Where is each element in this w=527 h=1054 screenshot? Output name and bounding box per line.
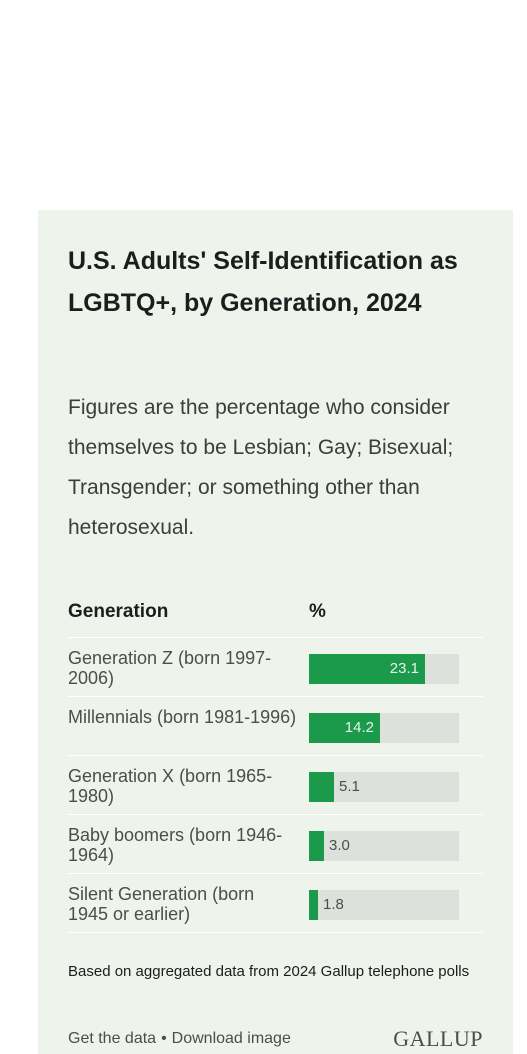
chart-subtitle: Figures are the percentage who consider …	[68, 396, 454, 539]
bar-track: 3.0	[309, 831, 459, 861]
row-label: Silent Generation (born 1945 or earlier)	[68, 884, 255, 924]
column-header-generation: Generation	[68, 601, 169, 622]
table-row: Generation Z (born 1997-2006) 23.1	[68, 638, 483, 697]
chart-card: U.S. Adults' Self-Identification as LGBT…	[38, 210, 513, 1054]
source-footnote: Based on aggregated data from 2024 Gallu…	[68, 963, 470, 980]
table-row: Silent Generation (born 1945 or earlier)…	[68, 874, 483, 933]
gallup-logo: GALLUP	[393, 1026, 483, 1051]
bar	[309, 831, 324, 861]
row-label: Generation X (born 1965-1980)	[68, 766, 273, 806]
column-header-percent: %	[309, 601, 326, 622]
data-table: Generation % Generation Z (born 1997-200…	[68, 595, 483, 933]
chart-footer: Get the data • Download image GALLUP	[68, 1026, 483, 1052]
data-label: 1.8	[323, 896, 344, 913]
bar	[309, 713, 380, 743]
table-row: Millennials (born 1981-1996) 14.2	[68, 697, 483, 756]
bar	[309, 772, 334, 802]
bar-track: 14.2	[309, 713, 459, 743]
data-label: 14.2	[344, 719, 374, 736]
data-label: 3.0	[329, 837, 350, 854]
get-data-link[interactable]: Get the data	[68, 1030, 157, 1047]
row-label: Generation Z (born 1997-2006)	[68, 648, 272, 688]
data-label: 23.1	[389, 660, 419, 677]
bar	[309, 654, 425, 684]
bar	[309, 890, 318, 920]
data-label: 5.1	[339, 778, 360, 795]
chart-title: U.S. Adults' Self-Identification as LGBT…	[68, 247, 458, 317]
row-label: Millennials (born 1981-1996)	[68, 707, 297, 727]
row-label: Baby boomers (born 1946-1964)	[68, 825, 283, 865]
bar-track: 5.1	[309, 772, 459, 802]
table-header: Generation %	[68, 595, 483, 638]
table-row: Baby boomers (born 1946-1964) 3.0	[68, 815, 483, 874]
bar-track: 1.8	[309, 890, 459, 920]
table-body: Generation Z (born 1997-2006) 23.1 Millenn…	[68, 638, 483, 933]
bar-track: 23.1	[309, 654, 459, 684]
footer-links: Get the data • Download image	[68, 1030, 291, 1048]
footer-separator: •	[161, 1030, 167, 1047]
table-row: Generation X (born 1965-1980) 5.1	[68, 756, 483, 815]
download-image-link[interactable]: Download image	[171, 1030, 291, 1047]
